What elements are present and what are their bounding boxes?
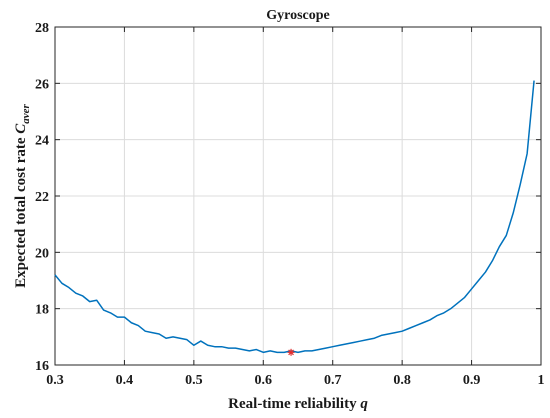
x-tick-label: 0.3	[46, 373, 64, 388]
y-tick-label: 26	[35, 77, 49, 92]
y-axis-title: Expected total cost rate Caver	[13, 103, 32, 287]
x-tick-label: 0.5	[185, 373, 203, 388]
x-tick-label: 0.9	[463, 373, 481, 388]
chart-title: Gyroscope	[266, 8, 330, 23]
y-tick-label: 18	[35, 303, 49, 318]
marker-stroke	[288, 349, 294, 356]
y-axis-title-var: C	[13, 123, 29, 134]
minimum-marker	[287, 348, 295, 356]
y-tick-label: 24	[35, 134, 49, 149]
y-tick-label: 28	[35, 21, 49, 36]
x-tick-label: 0.4	[116, 373, 134, 388]
y-tick-label: 16	[35, 359, 49, 374]
x-axis-title-var: q	[360, 396, 368, 412]
series-layer	[54, 80, 535, 354]
series-line	[54, 80, 535, 354]
plot-frame	[54, 26, 542, 366]
grid	[54, 26, 542, 366]
x-tick-label: 1	[538, 373, 545, 388]
y-axis-title-main: Expected total cost rate	[13, 134, 29, 288]
x-tick-label: 0.7	[324, 373, 342, 388]
x-axis-title: Real-time reliability q	[228, 396, 368, 412]
y-axis-title-sub: aver	[20, 103, 32, 123]
x-tick-label: 0.6	[255, 373, 273, 388]
marker-layer	[287, 348, 295, 356]
x-axis-title-main: Real-time reliability	[228, 396, 360, 412]
axes	[54, 26, 542, 366]
tick-labels: 0.3 0.4 0.5 0.6 0.7 0.8 0.9 1 16 18 20 22 24 26 28	[35, 21, 545, 388]
y-tick-label: 20	[35, 246, 49, 261]
x-tick-label: 0.8	[393, 373, 411, 388]
y-tick-label: 22	[35, 190, 49, 205]
